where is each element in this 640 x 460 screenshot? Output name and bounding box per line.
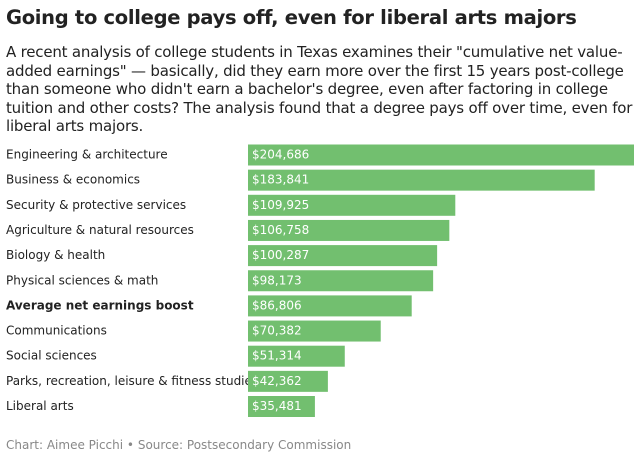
- source: Source: Postsecondary Commission: [137, 438, 352, 452]
- category-label: Liberal arts: [6, 399, 74, 413]
- category-label: Agriculture & natural resources: [6, 223, 194, 237]
- footer: Chart: Aimee Picchi • Source: Postsecond…: [6, 438, 351, 452]
- bar: [248, 345, 345, 367]
- bar: [248, 270, 434, 292]
- category-label: Security & protective services: [6, 198, 186, 212]
- category-label: Social sciences: [6, 349, 97, 363]
- chart-subtitle: A recent analysis of college students in…: [6, 43, 633, 136]
- value-label: $42,362: [252, 374, 302, 388]
- value-label: $183,841: [252, 173, 309, 187]
- bar: [248, 396, 315, 417]
- value-label: $35,481: [252, 399, 302, 413]
- bar: [248, 295, 412, 317]
- bar: [248, 144, 634, 166]
- category-label: Engineering & architecture: [6, 148, 168, 162]
- category-label: Average net earnings boost: [6, 298, 194, 312]
- bar: [248, 370, 328, 392]
- value-label: $106,758: [252, 223, 309, 237]
- bar: [248, 169, 595, 191]
- bar: [248, 219, 450, 241]
- bar: [248, 320, 381, 342]
- separator: •: [126, 438, 134, 452]
- category-label: Business & economics: [6, 173, 140, 187]
- category-label: Communications: [6, 324, 107, 338]
- bar: [248, 194, 456, 216]
- value-label: $100,287: [252, 248, 309, 262]
- value-label: $109,925: [252, 198, 309, 212]
- chart: Engineering & architecture $204,686 Busine…: [6, 144, 634, 417]
- bar: [248, 245, 438, 267]
- category-label: Physical sciences & math: [6, 273, 158, 287]
- value-label: $98,173: [252, 273, 302, 287]
- value-label: $86,806: [252, 298, 302, 312]
- category-label: Biology & health: [6, 248, 105, 262]
- chart-title: Going to college pays off, even for libe…: [6, 6, 577, 29]
- value-label: $204,686: [252, 148, 309, 162]
- value-label: $70,382: [252, 324, 302, 338]
- credit: Chart: Aimee Picchi: [6, 438, 124, 452]
- value-label: $51,314: [252, 349, 302, 363]
- category-label: Parks, recreation, leisure & fitness stu…: [6, 374, 258, 388]
